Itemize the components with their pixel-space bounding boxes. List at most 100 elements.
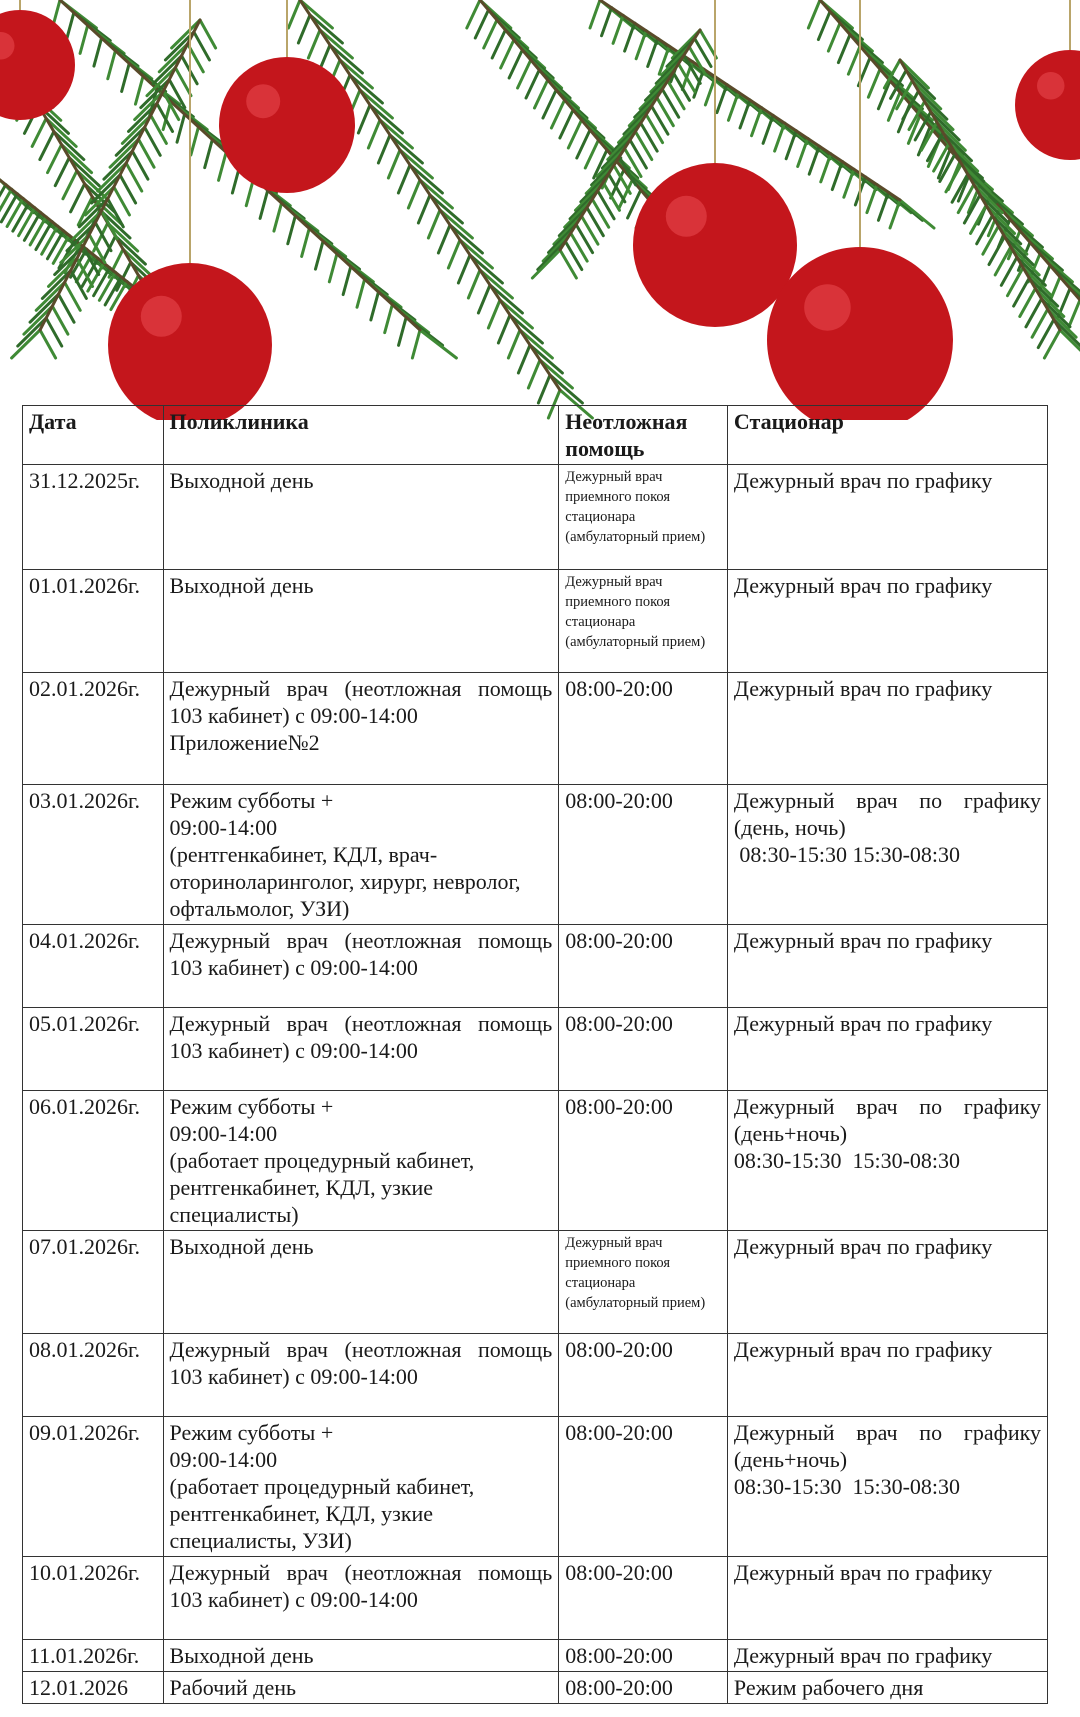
table-row: 06.01.2026г. Режим субботы + 09:00-14:00 … xyxy=(22,1090,1049,1231)
cell-clinic-text: Дежурный врач (неотложная помощь 103 каб… xyxy=(169,1337,553,1389)
cell-date-text: 03.01.2026г. xyxy=(29,788,141,813)
cell-date-text: 02.01.2026г. xyxy=(29,676,141,701)
cell-date-text: 04.01.2026г. xyxy=(29,928,141,953)
cell-date-text: 08.01.2026г. xyxy=(29,1337,141,1362)
cell-clinic-text: Выходной день xyxy=(169,1643,314,1668)
cell-urgent: 08:00-20:00 xyxy=(558,924,728,1008)
cell-clinic: Выходной день xyxy=(162,1230,560,1334)
cell-clinic: Дежурный врач (неотложная помощь 103 каб… xyxy=(162,1007,560,1091)
cell-hospital: Дежурный врач по графику xyxy=(726,924,1049,1008)
cell-urgent-text: 08:00-20:00 xyxy=(565,1011,673,1036)
cell-date: 06.01.2026г. xyxy=(22,1090,164,1231)
cell-hospital: Дежурный врач по графику xyxy=(726,672,1049,785)
cell-hospital: Дежурный врач по графику xyxy=(726,1007,1049,1091)
header-hospital: Стационар xyxy=(726,405,1049,465)
cell-urgent-text: 08:00-20:00 xyxy=(565,1643,673,1668)
cell-clinic: Режим субботы + 09:00-14:00 (работает пр… xyxy=(162,1090,560,1231)
table-row: 31.12.2025г. Выходной день Дежурный врач п… xyxy=(22,464,1049,570)
cell-hospital: Дежурный врач по графику (день+ночь) 08:3… xyxy=(726,1090,1049,1231)
cell-clinic-extra: Приложение№2 xyxy=(169,730,320,755)
cell-date: 03.01.2026г. xyxy=(22,784,164,925)
ornament-ball xyxy=(767,247,953,420)
table-row: 04.01.2026г. Дежурный врач (неотложная по… xyxy=(22,924,1049,1008)
cell-clinic-text: Режим субботы + 09:00-14:00 (работает пр… xyxy=(169,1094,475,1227)
cell-hospital: Дежурный врач по графику xyxy=(726,1639,1049,1672)
cell-clinic-text: Выходной день xyxy=(169,1234,314,1259)
cell-date-text: 09.01.2026г. xyxy=(29,1420,141,1445)
cell-hospital-text: Дежурный врач по графику xyxy=(733,1560,993,1585)
table-row: 05.01.2026г. Дежурный врач (неотложная по… xyxy=(22,1007,1049,1091)
table-row: 02.01.2026г. Дежурный врач (неотложная по… xyxy=(22,672,1049,785)
cell-date-text: 05.01.2026г. xyxy=(29,1011,141,1036)
cell-urgent: 08:00-20:00 xyxy=(558,1333,728,1417)
cell-urgent-text: 08:00-20:00 xyxy=(565,928,673,953)
cell-clinic: Режим субботы + 09:00-14:00 (работает пр… xyxy=(162,1416,560,1557)
cell-hospital-text: Дежурный врач по графику xyxy=(733,676,993,701)
cell-urgent-text: 08:00-20:00 xyxy=(565,1337,673,1362)
cell-date-text: 01.01.2026г. xyxy=(29,573,141,598)
cell-urgent-text: Дежурный врач приемного покоя стационара… xyxy=(565,1235,706,1311)
cell-clinic-text: Режим субботы + 09:00-14:00 (работает пр… xyxy=(169,1420,475,1553)
cell-clinic-text: Выходной день xyxy=(169,573,314,598)
cell-date-text: 12.01.2026 xyxy=(29,1675,128,1700)
cell-clinic-text: Рабочий день xyxy=(169,1675,297,1700)
cell-urgent: 08:00-20:00 xyxy=(558,1639,728,1672)
cell-hospital-times: 08:30-15:30 15:30-08:30 xyxy=(733,842,961,867)
cell-clinic: Дежурный врач (неотложная помощь 103 каб… xyxy=(162,1333,560,1417)
cell-clinic: Выходной день xyxy=(162,464,560,570)
cell-urgent-text: Дежурный врач приемного покоя стационара… xyxy=(565,574,706,650)
cell-hospital-text: Дежурный врач по графику (день+ночь) xyxy=(733,1420,1041,1472)
cell-hospital-text: Дежурный врач по графику xyxy=(733,1337,993,1362)
header-row: Дата Поликлиника Неотложная помощь Стаци… xyxy=(22,405,1049,465)
table-row: 09.01.2026г. Режим субботы + 09:00-14:00 … xyxy=(22,1416,1049,1557)
table-row: 11.01.2026г. Выходной день 08:00-20:00 Дежу… xyxy=(22,1639,1049,1672)
cell-date: 09.01.2026г. xyxy=(22,1416,164,1557)
cell-urgent-text: 08:00-20:00 xyxy=(565,676,673,701)
cell-clinic-text: Режим субботы + 09:00-14:00 (рентгенкаби… xyxy=(169,788,521,921)
cell-urgent: Дежурный врач приемного покоя стационара… xyxy=(558,1230,728,1334)
table-row: 03.01.2026г. Режим субботы + 09:00-14:00 … xyxy=(22,784,1049,925)
cell-urgent-text: 08:00-20:00 xyxy=(565,1420,673,1445)
cell-hospital-text: Режим рабочего дня xyxy=(733,1675,924,1700)
cell-urgent: 08:00-20:00 xyxy=(558,1090,728,1231)
cell-hospital: Дежурный врач по графику xyxy=(726,1556,1049,1640)
cell-hospital-times: 08:30-15:30 15:30-08:30 xyxy=(733,1474,961,1499)
cell-clinic-text: Дежурный врач (неотложная помощь 103 каб… xyxy=(169,1560,553,1612)
cell-hospital-times: 08:30-15:30 15:30-08:30 xyxy=(733,1148,961,1173)
cell-date: 01.01.2026г. xyxy=(22,569,164,673)
table-row: 07.01.2026г. Выходной день Дежурный врач п… xyxy=(22,1230,1049,1334)
cell-date-text: 10.01.2026г. xyxy=(29,1560,141,1585)
cell-hospital: Дежурный врач по графику (день+ночь) 08:3… xyxy=(726,1416,1049,1557)
cell-urgent-text: 08:00-20:00 xyxy=(565,788,673,813)
cell-clinic: Режим субботы + 09:00-14:00 (рентгенкаби… xyxy=(162,784,560,925)
cell-date: 05.01.2026г. xyxy=(22,1007,164,1091)
cell-date: 07.01.2026г. xyxy=(22,1230,164,1334)
header-clinic: Поликлиника xyxy=(162,405,560,465)
cell-date: 10.01.2026г. xyxy=(22,1556,164,1640)
cell-clinic: Дежурный врач (неотложная помощь 103 каб… xyxy=(162,1556,560,1640)
christmas-decoration xyxy=(0,0,1080,420)
cell-clinic-text: Дежурный врач (неотложная помощь 103 каб… xyxy=(169,1011,553,1063)
cell-hospital-text: Дежурный врач по графику (день+ночь) xyxy=(733,1094,1041,1146)
schedule-table: Дата Поликлиника Неотложная помощь Стаци… xyxy=(22,405,1049,1704)
cell-date-text: 11.01.2026г. xyxy=(29,1643,140,1668)
ornament-ball xyxy=(633,163,797,327)
cell-urgent: 08:00-20:00 xyxy=(558,672,728,785)
cell-clinic: Дежурный врач (неотложная помощь 103 каб… xyxy=(162,924,560,1008)
cell-hospital-text: Дежурный врач по графику xyxy=(733,573,993,598)
cell-clinic-text: Дежурный врач (неотложная помощь 103 каб… xyxy=(169,676,553,728)
cell-hospital: Дежурный врач по графику xyxy=(726,464,1049,570)
cell-hospital-text: Дежурный врач по графику xyxy=(733,468,993,493)
cell-urgent-text: 08:00-20:00 xyxy=(565,1675,673,1700)
cell-hospital: Дежурный врач по графику xyxy=(726,1230,1049,1334)
ornament-ball xyxy=(0,10,75,120)
table-row: 01.01.2026г. Выходной день Дежурный врач п… xyxy=(22,569,1049,673)
cell-clinic: Рабочий день xyxy=(162,1671,560,1704)
cell-clinic-text: Выходной день xyxy=(169,468,314,493)
cell-clinic: Дежурный врач (неотложная помощь 103 каб… xyxy=(162,672,560,785)
ornament-ball xyxy=(219,57,355,193)
ornament-ball xyxy=(108,263,272,420)
cell-urgent-text: 08:00-20:00 xyxy=(565,1094,673,1119)
cell-date-text: 07.01.2026г. xyxy=(29,1234,141,1259)
cell-date: 31.12.2025г. xyxy=(22,464,164,570)
